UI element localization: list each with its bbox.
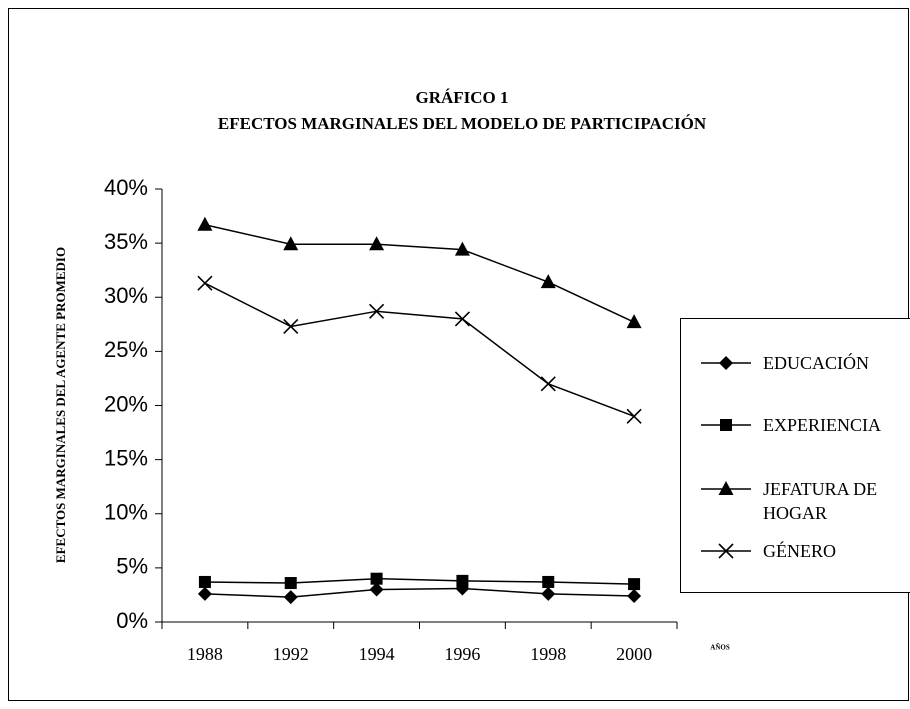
marker-diamond [369,582,384,597]
marker-square [628,578,641,591]
marker-x [454,311,470,327]
legend-label: EDUCACIÓN [763,353,869,373]
x-tick-label: 1988 [187,644,223,664]
marker-diamond [627,589,642,604]
legend-swatch [701,356,751,370]
marker-x [369,303,385,319]
marker-triangle [454,241,470,256]
marker-triangle [626,314,642,329]
chart-subtitle: EFECTOS MARGINALES DEL MODELO DE PARTICI… [218,114,707,133]
marker-diamond [283,590,298,605]
x-tick-label: 2000 [616,644,652,664]
marker-x [718,543,734,559]
legend: EDUCACIÓN EXPERIENCIA JEFATURA DE HOGAR GÉN… [680,318,910,593]
series-line [204,223,635,323]
marker-square [542,575,555,588]
marker-triangle [197,216,213,231]
y-tick-label: 40% [104,175,148,200]
marker-x [626,408,642,424]
legend-swatch [701,543,751,559]
y-tick-label: 15% [104,445,148,470]
marker-x [540,376,556,392]
y-tick-label: 20% [104,391,148,416]
y-tick-label: 25% [104,337,148,362]
series-line [204,587,635,598]
x-tick-label: 1998 [530,644,566,664]
marker-triangle [540,274,556,289]
marker-x [197,275,213,291]
x-tick-label: 1994 [359,644,395,664]
marker-triangle [369,236,385,251]
marker-triangle [718,481,734,495]
marker-diamond [197,586,212,601]
chart-title: GRÁFICO 1 [415,88,508,107]
y-tick-label: 35% [104,229,148,254]
legend-label: EXPERIENCIA [763,415,881,435]
marker-square [284,577,297,590]
legend-label: GÉNERO [763,541,836,561]
legend-swatch [701,481,751,495]
y-tick-label: 0% [116,608,148,633]
series-line [204,577,635,585]
marker-x [283,318,299,335]
series-line [204,282,635,418]
legend-label: JEFATURA DE HOGAR [763,479,878,523]
legend-swatch [701,419,751,431]
y-tick-label: 5% [116,554,148,579]
marker-diamond [541,586,556,601]
x-axis-label: AÑOS [710,644,730,652]
marker-square [198,575,211,588]
x-tick-label: 1992 [273,644,309,664]
marker-triangle [283,236,299,251]
y-axis-label: EFECTOS MARGINALES DEL AGENTE PROMEDIO [53,247,68,563]
x-tick-label: 1996 [444,644,480,664]
marker-square [370,572,383,585]
marker-square [456,574,469,587]
y-tick-label: 30% [104,283,148,308]
marker-diamond [719,356,733,370]
marker-square [720,419,732,431]
y-tick-label: 10% [104,500,148,525]
